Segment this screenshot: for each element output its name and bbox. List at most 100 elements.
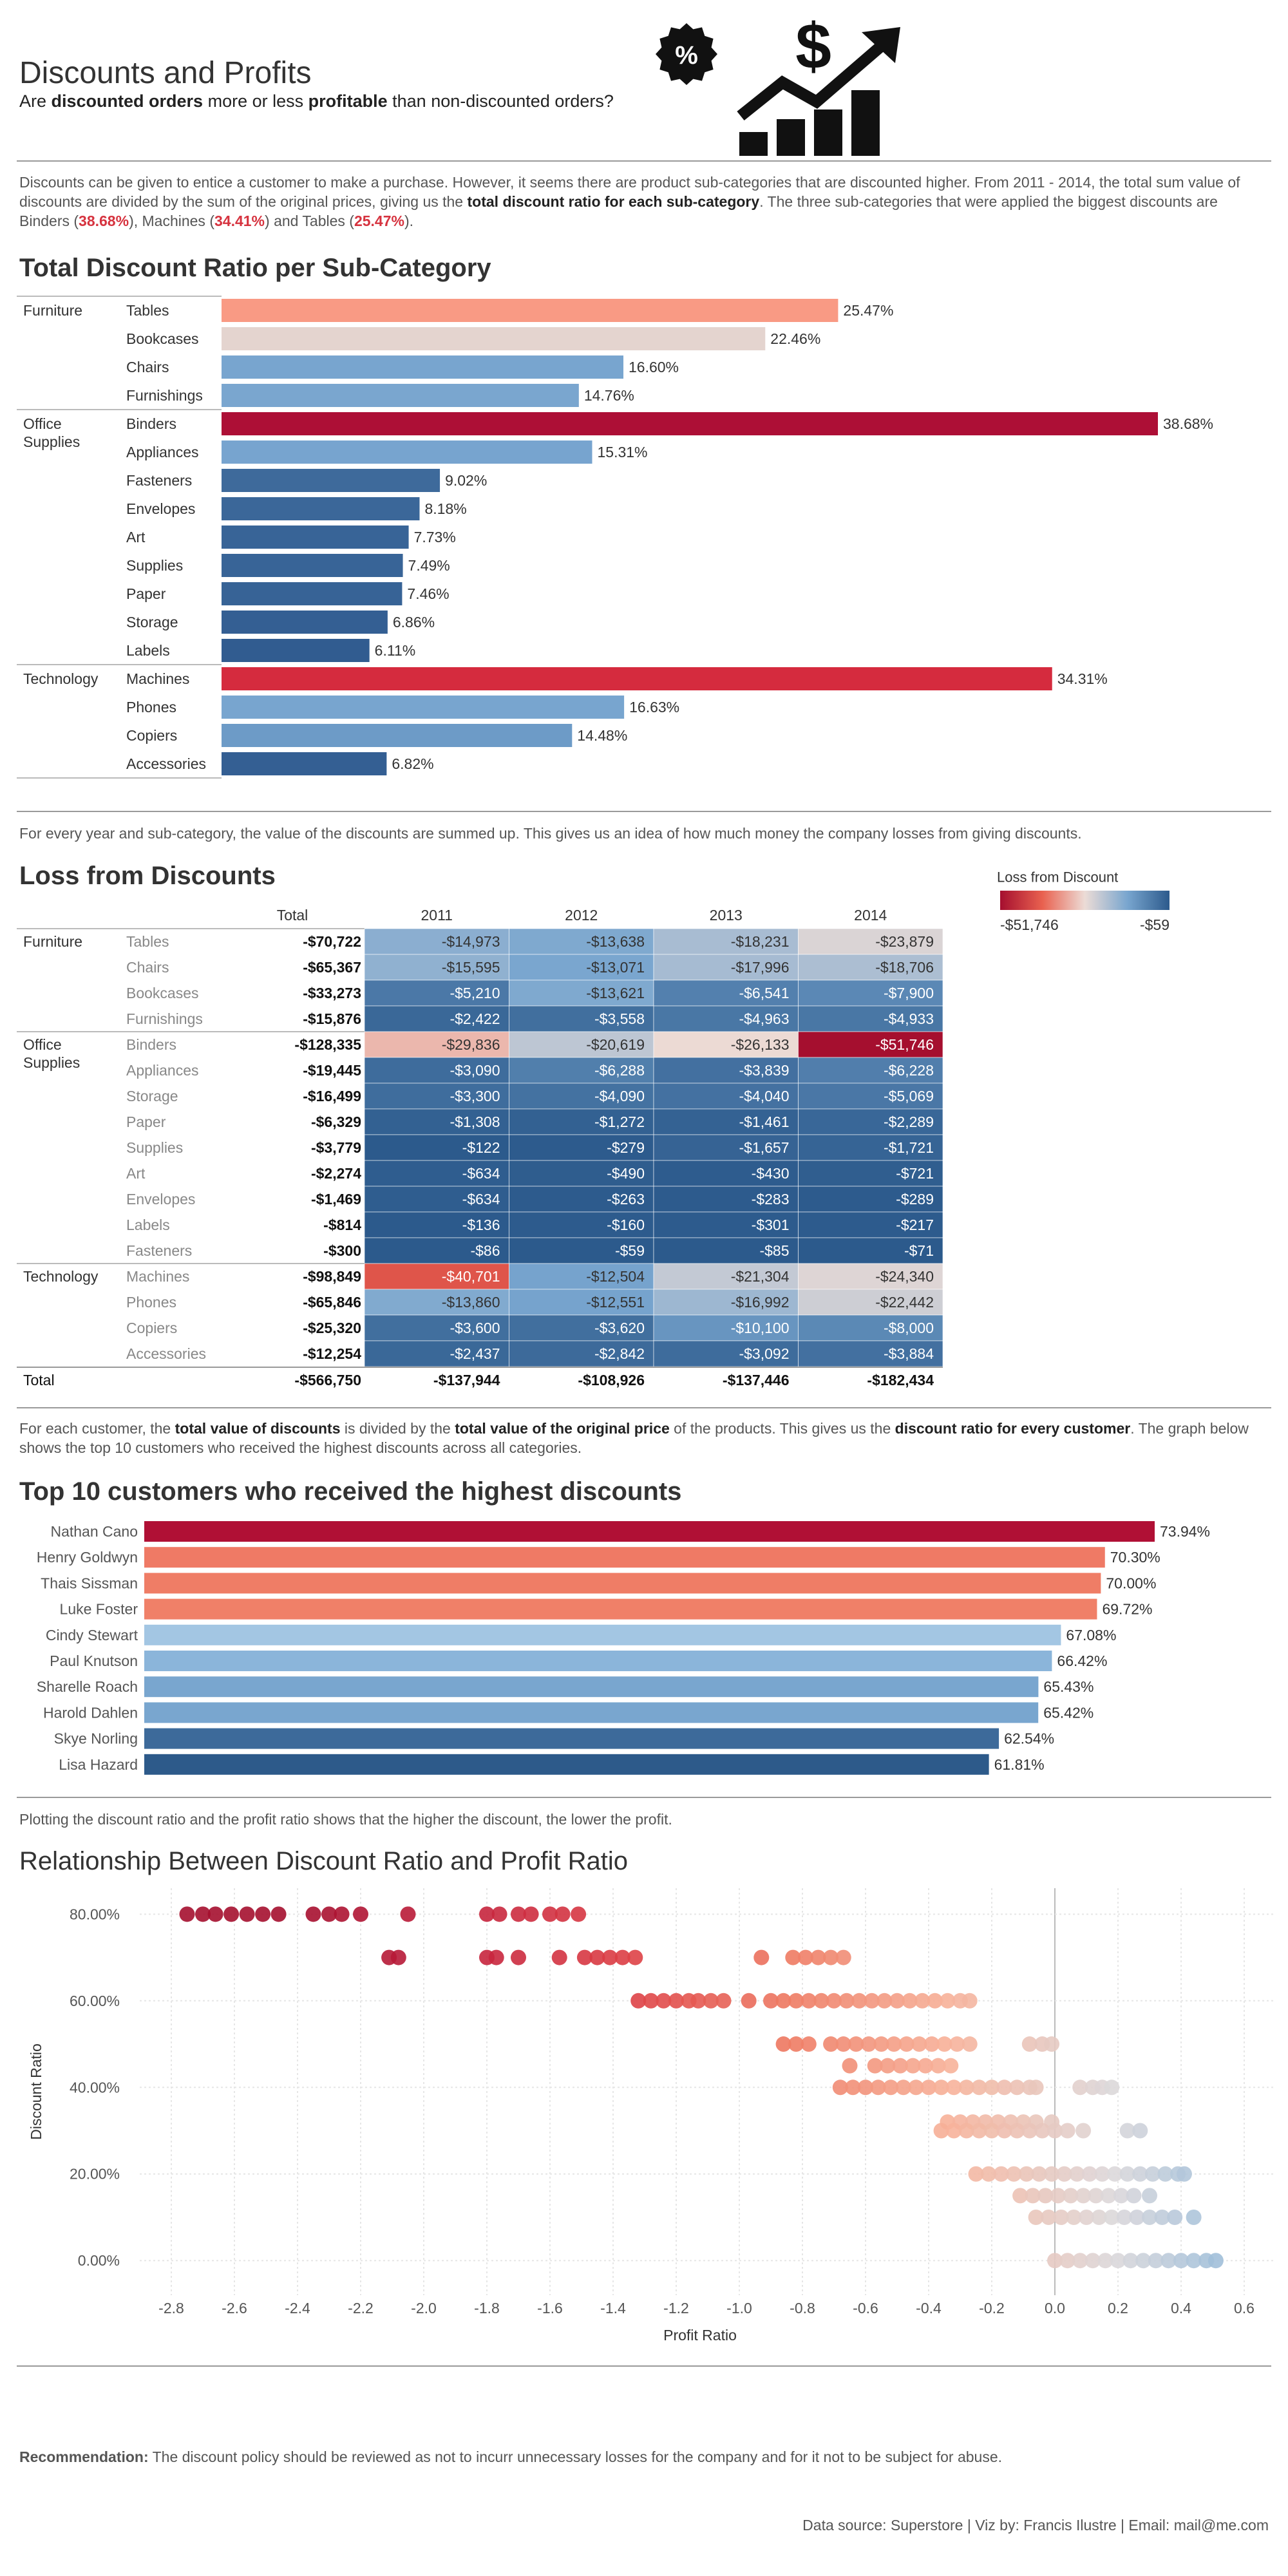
- heat-cell: [653, 1083, 799, 1110]
- value-label: 7.46%: [407, 585, 449, 602]
- text: than non-discounted orders?: [387, 91, 614, 111]
- heat-cell: [364, 954, 509, 981]
- heat-cell: [653, 1186, 799, 1213]
- point: [880, 2058, 896, 2074]
- cell-label: -$13,860: [442, 1294, 500, 1311]
- point: [353, 1906, 368, 1922]
- cell-label: -$26,133: [731, 1036, 790, 1053]
- row-total: -$15,876: [303, 1010, 361, 1027]
- bar: [222, 412, 1158, 435]
- point: [1119, 2123, 1135, 2139]
- category-label: Harold Dahlen: [43, 1704, 138, 1721]
- point: [949, 2036, 965, 2052]
- icon-arrow-head: [862, 27, 900, 63]
- value-label: 9.02%: [445, 472, 487, 489]
- value-label: 14.48%: [577, 727, 627, 744]
- point: [1142, 2188, 1157, 2204]
- bar: [144, 1547, 1105, 1568]
- cell-label: -$3,884: [884, 1345, 934, 1362]
- heat-cell: [653, 1160, 799, 1187]
- cell-label: -$13,071: [586, 959, 645, 976]
- text: For each customer, the: [19, 1420, 175, 1437]
- text: more or less: [203, 91, 308, 111]
- x-tick-label: -0.4: [916, 2300, 942, 2316]
- heat-cell: [509, 1005, 654, 1032]
- x-tick-label: -1.2: [663, 2300, 689, 2316]
- point: [895, 2079, 911, 2096]
- point: [690, 1993, 706, 2009]
- point: [1075, 2188, 1092, 2204]
- bar: [222, 440, 592, 464]
- point: [867, 2058, 883, 2074]
- category-label: Furnishings: [126, 387, 203, 404]
- point: [715, 1993, 732, 2009]
- column-total: -$137,944: [433, 1372, 500, 1388]
- cell-label: -$2,422: [450, 1010, 500, 1027]
- point: [940, 1993, 956, 2009]
- x-tick-label: -2.4: [285, 2300, 310, 2316]
- value-label: 69.72%: [1102, 1601, 1152, 1618]
- point: [1021, 2036, 1037, 2052]
- point: [946, 2079, 962, 2096]
- value-label: 7.73%: [414, 529, 456, 545]
- heat-cell: [798, 1289, 943, 1316]
- point: [823, 2036, 839, 2052]
- icon-bar: [777, 119, 805, 156]
- point: [927, 1993, 943, 2009]
- bar: [222, 299, 838, 322]
- cell-label: -$490: [607, 1165, 645, 1182]
- point: [810, 1949, 826, 1965]
- point: [785, 1949, 801, 1965]
- legend-label: -$59: [1140, 916, 1170, 933]
- bar: [222, 327, 766, 350]
- cell-label: -$1,461: [739, 1113, 789, 1130]
- category-label: Envelopes: [126, 500, 195, 517]
- point: [961, 1993, 978, 2009]
- point: [390, 1949, 406, 1965]
- point: [1063, 2188, 1079, 2204]
- point: [788, 1993, 804, 2009]
- point: [1079, 2209, 1094, 2225]
- cell-label: -$634: [462, 1165, 500, 1182]
- heat-cell: [509, 1340, 654, 1367]
- x-tick-label: -1.0: [726, 2300, 752, 2316]
- column-header: Total: [277, 907, 308, 923]
- x-tick-label: -1.4: [600, 2300, 626, 2316]
- cell-label: -$4,933: [884, 1010, 934, 1027]
- cell-label: -$430: [752, 1165, 790, 1182]
- point: [1037, 2188, 1054, 2204]
- bar: [222, 752, 387, 775]
- recommendation: Recommendation: The discount policy shou…: [19, 2447, 1269, 2467]
- row-total: -$33,273: [303, 985, 361, 1001]
- point: [858, 2079, 873, 2096]
- point: [873, 2036, 889, 2052]
- text: Recommendation:: [19, 2448, 149, 2465]
- cell-label: -$1,272: [594, 1113, 645, 1130]
- cell-label: -$13,638: [586, 933, 645, 950]
- text: of the products. This gives us the: [669, 1420, 895, 1437]
- point: [1059, 2253, 1075, 2269]
- bar: [222, 497, 420, 520]
- column-total: -$137,446: [723, 1372, 790, 1388]
- heat-cell: [798, 1134, 943, 1161]
- point: [1021, 2123, 1037, 2139]
- row-label: Accessories: [126, 1345, 206, 1362]
- percent-badge: [656, 23, 717, 85]
- bar: [144, 1573, 1101, 1594]
- value-label: 38.68%: [1163, 415, 1213, 432]
- point: [602, 1949, 618, 1965]
- point: [589, 1949, 605, 1965]
- point: [813, 1993, 829, 2009]
- row-total: -$814: [323, 1217, 361, 1233]
- point: [883, 2079, 899, 2096]
- point: [971, 2123, 987, 2139]
- x-tick-label: -2.2: [348, 2300, 374, 2316]
- category-label: Art: [126, 529, 146, 545]
- heat-cell: [364, 1314, 509, 1341]
- row-total: -$65,367: [303, 959, 361, 976]
- heat-cell: [798, 928, 943, 955]
- value-label: 65.43%: [1043, 1678, 1094, 1695]
- category-label: Thais Sissman: [41, 1575, 138, 1591]
